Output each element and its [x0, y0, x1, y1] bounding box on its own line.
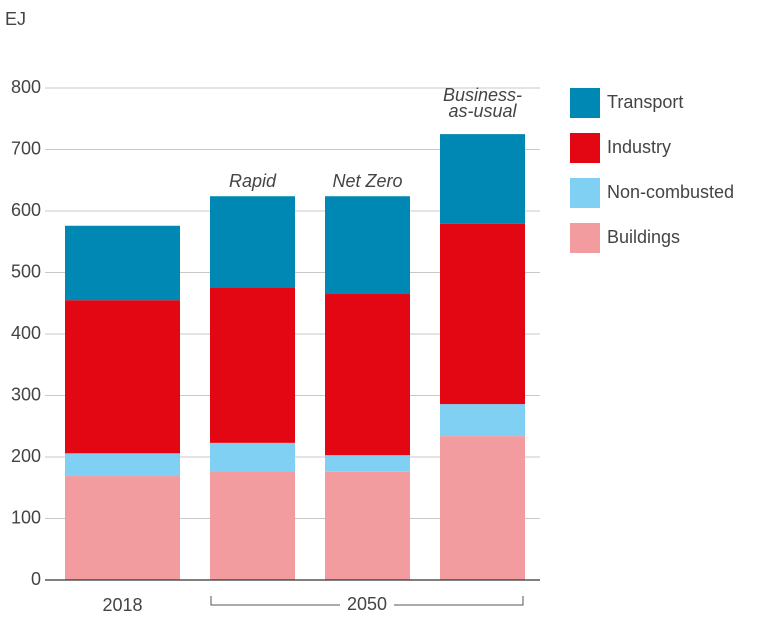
legend-label: Non-combusted: [607, 182, 734, 202]
legend-swatch: [570, 178, 600, 208]
legend-label: Industry: [607, 137, 671, 157]
y-tick-label: 400: [11, 323, 41, 343]
y-tick-label: 500: [11, 261, 41, 281]
scenario-label: Business-as-usual: [443, 85, 522, 121]
bar-segment: [210, 442, 295, 472]
bar-segment: [440, 134, 525, 224]
bar-segment: [210, 471, 295, 580]
legend-swatch: [570, 88, 600, 118]
legend-swatch: [570, 133, 600, 163]
y-tick-label: 700: [11, 138, 41, 158]
y-axis-label: EJ: [5, 9, 26, 29]
legend-label: Transport: [607, 92, 683, 112]
legend-swatch: [570, 223, 600, 253]
bar-segment: [210, 196, 295, 288]
y-tick-label: 100: [11, 507, 41, 527]
bar-segment: [440, 436, 525, 580]
group-label: 2050: [347, 594, 387, 614]
y-tick-label: 800: [11, 77, 41, 97]
bar-segment: [325, 455, 410, 472]
bar-segment: [440, 223, 525, 405]
bar-segment: [325, 294, 410, 456]
y-tick-label: 300: [11, 384, 41, 404]
x-tick-label: 2018: [102, 595, 142, 615]
bar-segment: [325, 471, 410, 580]
group-bracket: [210, 596, 524, 606]
bar-segment: [325, 196, 410, 295]
scenario-label: Rapid: [229, 171, 277, 191]
bar-segment: [65, 225, 180, 301]
bar-segment: [65, 300, 180, 454]
bar-segment: [65, 453, 180, 477]
legend-label: Buildings: [607, 227, 680, 247]
bar-segment: [440, 404, 525, 437]
scenario-label: Net Zero: [332, 171, 402, 191]
y-tick-label: 0: [31, 569, 41, 589]
bar-segment: [210, 287, 295, 443]
bar-segment: [65, 476, 180, 580]
y-tick-label: 600: [11, 200, 41, 220]
y-tick-label: 200: [11, 446, 41, 466]
